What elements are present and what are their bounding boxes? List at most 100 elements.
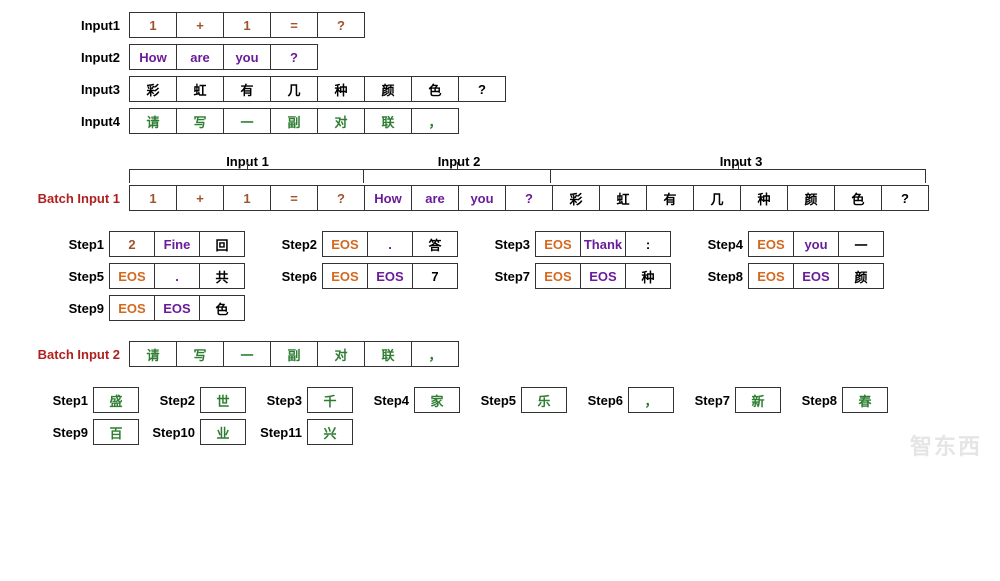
step-label: Step3 — [254, 393, 308, 408]
row-label: Input4 — [20, 114, 130, 129]
step-cell: 新 — [735, 387, 781, 413]
step-cell: EOS — [535, 231, 581, 257]
token-cell: ? — [458, 76, 506, 102]
step-label: Step4 — [361, 393, 415, 408]
step-label: Step9 — [40, 425, 94, 440]
step-cell: 颜 — [838, 263, 884, 289]
token-cell: 虹 — [176, 76, 224, 102]
token-cell: 种 — [317, 76, 365, 102]
token-cell: 1 — [223, 12, 271, 38]
step-cell: EOS — [748, 263, 794, 289]
step-cell: EOS — [154, 295, 200, 321]
step-label: Step1 — [40, 393, 94, 408]
row-label: Input1 — [20, 18, 130, 33]
token-cell: ? — [881, 185, 929, 211]
token-cell: 请 — [129, 108, 177, 134]
bracket — [363, 169, 551, 183]
step-cell: EOS — [367, 263, 413, 289]
token-cell: 写 — [176, 341, 224, 367]
token-cell: 联 — [364, 341, 412, 367]
step-cell: : — [625, 231, 671, 257]
token-cell: 种 — [740, 185, 788, 211]
token-cell: How — [364, 185, 412, 211]
row-label: Input3 — [20, 82, 130, 97]
step-cell: EOS — [322, 263, 368, 289]
step-cell: 回 — [199, 231, 245, 257]
token-cell: you — [223, 44, 271, 70]
token-cell: ? — [270, 44, 318, 70]
row-label: Batch Input 1 — [20, 191, 130, 206]
step-cell: 色 — [199, 295, 245, 321]
step-cell: ， — [628, 387, 674, 413]
token-cell: ? — [317, 185, 365, 211]
token-cell: 对 — [317, 108, 365, 134]
token-cell: 副 — [270, 341, 318, 367]
step-cell: 一 — [838, 231, 884, 257]
step-cell: you — [793, 231, 839, 257]
token-cell: 几 — [270, 76, 318, 102]
token-cell: 有 — [646, 185, 694, 211]
token-cell: 虹 — [599, 185, 647, 211]
step-label: Step9 — [40, 301, 110, 316]
step-cell: EOS — [109, 263, 155, 289]
step-cell: 百 — [93, 419, 139, 445]
token-cell: + — [176, 185, 224, 211]
step-cell: 答 — [412, 231, 458, 257]
row-label: Input2 — [20, 50, 130, 65]
token-cell: + — [176, 12, 224, 38]
step-cell: EOS — [793, 263, 839, 289]
step-cell: 共 — [199, 263, 245, 289]
step-cell: 盛 — [93, 387, 139, 413]
token-cell: 颜 — [787, 185, 835, 211]
step-cell: 家 — [414, 387, 460, 413]
step-cell: EOS — [322, 231, 368, 257]
step-label: Step5 — [468, 393, 522, 408]
step-cell: EOS — [109, 295, 155, 321]
token-cell: How — [129, 44, 177, 70]
token-cell: 有 — [223, 76, 271, 102]
bracket — [550, 169, 926, 183]
step-label: Step6 — [575, 393, 629, 408]
token-cell: 1 — [129, 12, 177, 38]
token-cell: 一 — [223, 341, 271, 367]
step-cell: 春 — [842, 387, 888, 413]
step-label: Step2 — [147, 393, 201, 408]
step-cell: EOS — [748, 231, 794, 257]
row-label: Batch Input 2 — [20, 347, 130, 362]
token-cell: ? — [317, 12, 365, 38]
token-cell: 色 — [834, 185, 882, 211]
step-cell: EOS — [580, 263, 626, 289]
step-label: Step8 — [679, 269, 749, 284]
step-cell: . — [154, 263, 200, 289]
token-cell: 颜 — [364, 76, 412, 102]
step-label: Step10 — [147, 425, 201, 440]
step-label: Step8 — [789, 393, 843, 408]
step-label: Step4 — [679, 237, 749, 252]
token-cell: 1 — [129, 185, 177, 211]
token-cell: ， — [411, 341, 459, 367]
token-cell: ? — [505, 185, 553, 211]
batch-input-header: Input 3 — [553, 154, 929, 169]
token-cell: 一 — [223, 108, 271, 134]
step-cell: 种 — [625, 263, 671, 289]
step-label: Step1 — [40, 237, 110, 252]
token-cell: 写 — [176, 108, 224, 134]
step-cell: Fine — [154, 231, 200, 257]
token-cell: you — [458, 185, 506, 211]
batch-input-header: Input 2 — [365, 154, 553, 169]
step-cell: Thank — [580, 231, 626, 257]
batch-input-header: Input 1 — [130, 154, 365, 169]
step-cell: 兴 — [307, 419, 353, 445]
token-cell: 彩 — [552, 185, 600, 211]
step-cell: . — [367, 231, 413, 257]
step-cell: EOS — [535, 263, 581, 289]
step-label: Step6 — [253, 269, 323, 284]
step-label: Step11 — [254, 425, 308, 440]
bracket — [129, 169, 364, 183]
step-cell: 7 — [412, 263, 458, 289]
token-cell: = — [270, 185, 318, 211]
token-cell: 副 — [270, 108, 318, 134]
step-label: Step5 — [40, 269, 110, 284]
token-cell: 联 — [364, 108, 412, 134]
token-cell: 对 — [317, 341, 365, 367]
